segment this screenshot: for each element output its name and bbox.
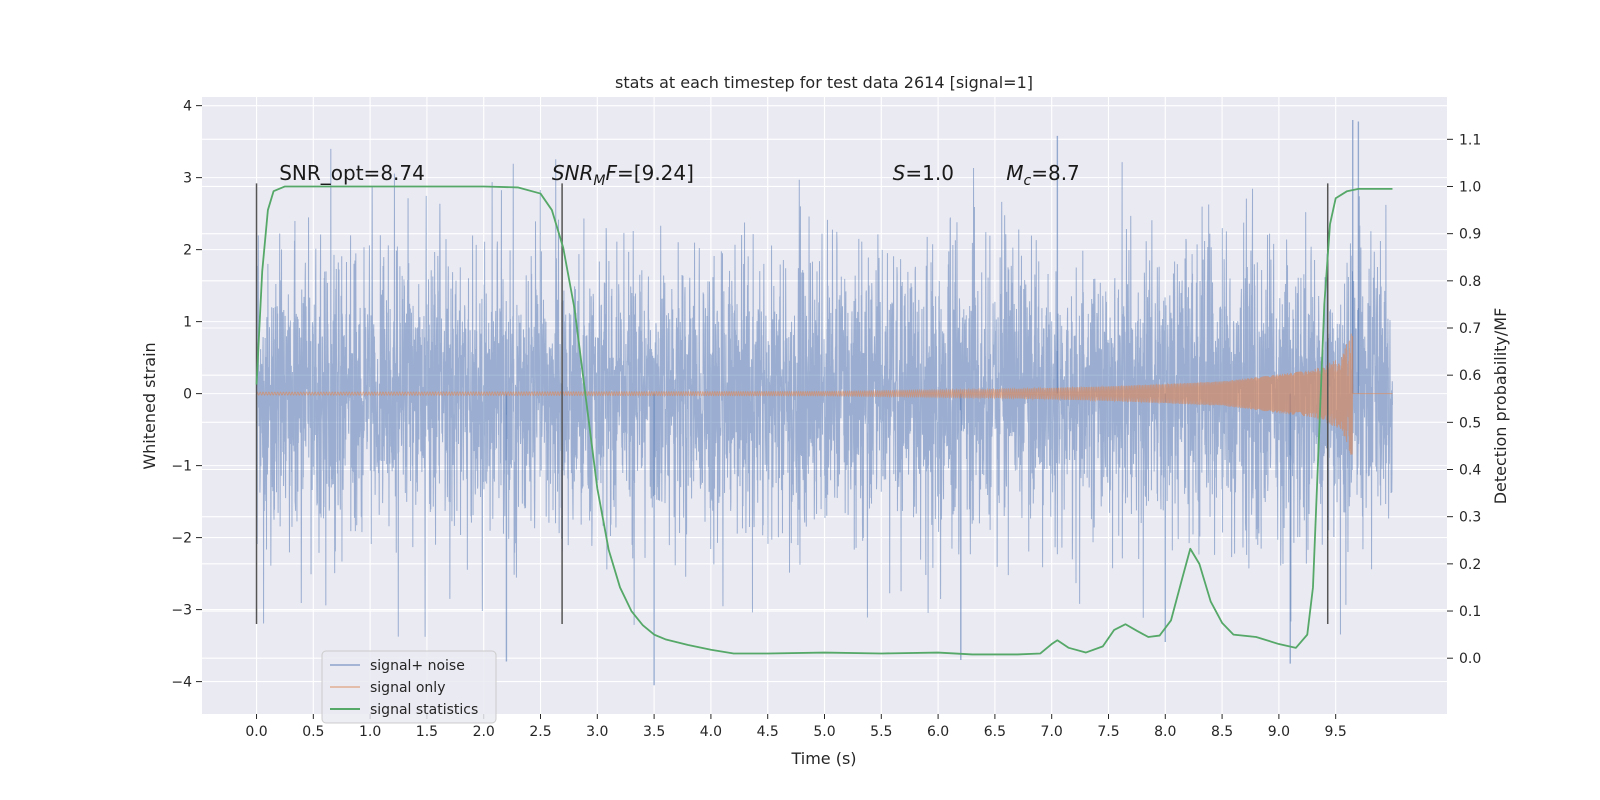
y2-tick-label: 0.1	[1459, 604, 1481, 620]
y2-tick-label: 0.4	[1459, 463, 1481, 479]
y2-tick-label: 0.0	[1459, 651, 1481, 667]
x-tick-label: 6.5	[984, 724, 1006, 740]
x-tick-label: 7.0	[1041, 724, 1063, 740]
x-tick-label: 3.0	[586, 724, 608, 740]
x-tick-label: 5.0	[813, 724, 835, 740]
annotation-s-value: S=1.0	[893, 161, 954, 185]
x-tick-label: 4.5	[757, 724, 779, 740]
y-tick-label: 4	[183, 99, 192, 115]
legend-label: signal+ noise	[370, 658, 465, 674]
y2-tick-label: 0.3	[1459, 510, 1481, 526]
x-tick-label: 9.0	[1268, 724, 1290, 740]
x-tick-label: 3.5	[643, 724, 665, 740]
legend-label: signal only	[370, 680, 445, 696]
y-tick-label: 0	[183, 387, 192, 403]
x-axis-label: Time (s)	[790, 749, 856, 768]
series-signal-noise	[256, 120, 1393, 686]
y-tick-label: 1	[183, 315, 192, 331]
y2-tick-label: 0.6	[1459, 368, 1481, 384]
signal-trace	[256, 333, 1393, 455]
y2-tick-label: 0.9	[1459, 227, 1481, 243]
chart-title: stats at each timestep for test data 261…	[615, 73, 1033, 92]
y2-tick-label: 1.1	[1459, 132, 1481, 148]
y2-tick-label: 0.5	[1459, 415, 1481, 431]
x-tick-label: 1.0	[359, 724, 381, 740]
x-tick-label: 2.5	[529, 724, 551, 740]
y2-axis-label: Detection probability/MF	[1491, 308, 1510, 505]
y-tick-label: −1	[171, 459, 192, 475]
y-tick-label: 2	[183, 243, 192, 259]
y-tick-label: −4	[171, 675, 192, 691]
x-tick-label: 0.5	[302, 724, 324, 740]
y2-tick-label: 1.0	[1459, 179, 1481, 195]
annotations: SNR_opt=8.74 SNRMF=[9.24] S=1.0 Mc=8.7	[279, 161, 1080, 189]
legend-box	[321, 650, 497, 724]
y2-tick-label: 0.2	[1459, 557, 1481, 573]
series-signal-statistics	[255, 185, 1393, 656]
y-tick-label: −2	[171, 531, 192, 547]
y-tick-label: 3	[183, 171, 192, 187]
y-axis-left: 4 3 2 1 0 −1 −2 −3 −4	[171, 99, 202, 691]
y-axis-right: 1.1 1.0 0.9 0.8 0.7 0.6 0.5 0.4 0.3 0.2 0.1 0.0	[1447, 132, 1481, 667]
legend-label: signal statistics	[370, 702, 478, 718]
x-tick-label: 8.0	[1154, 724, 1176, 740]
x-tick-label: 9.5	[1325, 724, 1347, 740]
stats-line	[255, 185, 1393, 656]
x-axis: 0.0 0.5 1.0 1.5 2.0 2.5 3.0 3.5 4.0 4.5 5.0 5.5 6.0 6…	[245, 714, 1347, 740]
annotation-mc-value: Mc=8.7	[1006, 161, 1080, 189]
x-tick-label: 4.0	[700, 724, 722, 740]
x-tick-label: 0.0	[245, 724, 267, 740]
x-tick-label: 6.0	[927, 724, 949, 740]
series-signal-only	[256, 333, 1393, 455]
legend: signal+ noise signal only signal statistic…	[321, 650, 497, 724]
annotation-snr-opt: SNR_opt=8.74	[279, 161, 425, 185]
y-tick-label: −3	[171, 603, 192, 619]
y-axis-label: Whitened strain	[140, 342, 159, 469]
x-tick-label: 2.0	[473, 724, 495, 740]
noise-trace	[256, 148, 1393, 637]
x-tick-label: 8.5	[1211, 724, 1233, 740]
x-tick-label: 5.5	[870, 724, 892, 740]
x-tick-label: 1.5	[416, 724, 438, 740]
x-tick-label: 7.5	[1097, 724, 1119, 740]
annotation-snr-mf: SNRMF=[9.24]	[552, 161, 694, 189]
y2-tick-label: 0.8	[1459, 274, 1481, 290]
y2-tick-label: 0.7	[1459, 321, 1481, 337]
